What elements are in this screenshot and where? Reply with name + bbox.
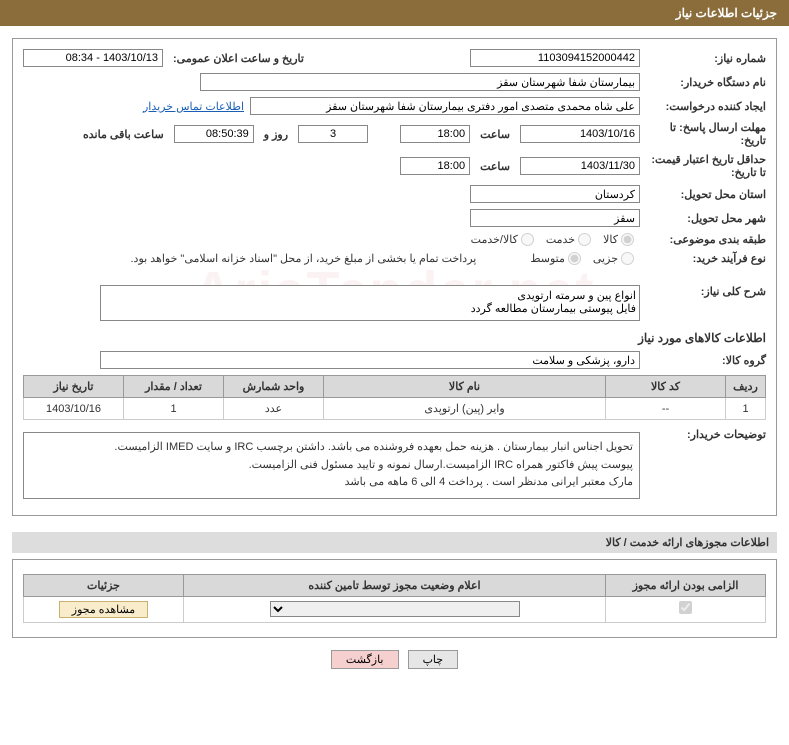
remaining-days-input [298,125,368,143]
goods-th-idx: ردیف [726,376,766,398]
goods-group-label: گروه کالا: [646,354,766,367]
license-th-mandatory: الزامی بودن ارائه مجوز [606,574,766,596]
remaining-sep: روز و [260,128,292,141]
goods-row: 1 -- وایر (پین) ارتوپدی عدد 1 1403/10/16 [24,398,766,420]
need-number-input [470,49,640,67]
validity-time-input [400,157,470,175]
license-th-details: جزئیات [24,574,184,596]
payment-note: پرداخت تمام یا بخشی از مبلغ خرید، از محل… [131,252,477,265]
validity-label: حداقل تاریخ اعتبار قیمت: تا تاریخ: [646,153,766,179]
back-button[interactable]: بازگشت [331,650,399,669]
license-panel: الزامی بودن ارائه مجوز اعلام وضعیت مجوز … [12,559,777,638]
buyer-device-input [200,73,640,91]
goods-section-title: اطلاعات کالاهای مورد نیاز [23,331,766,345]
view-license-button[interactable]: مشاهده مجوز [59,601,148,618]
proc-partial-radio[interactable]: جزیی [593,252,634,265]
print-button[interactable]: چاپ [408,650,459,669]
buyer-contact-link[interactable]: اطلاعات تماس خریدار [143,100,244,113]
goods-th-date: تاریخ نیاز [24,376,124,398]
license-mandatory-checkbox [679,601,692,614]
process-label: نوع فرآیند خرید: [646,252,766,265]
goods-th-code: کد کالا [606,376,726,398]
cat-service-radio[interactable]: خدمت [546,233,591,246]
buyer-note-line: پیوست پیش فاکتور همراه IRC الزامیست.ارسا… [30,457,633,475]
remaining-time-input [174,125,254,143]
city-label: شهر محل تحویل: [646,212,766,225]
license-section-bar: اطلاعات مجوزهای ارائه خدمت / کالا [12,532,777,553]
goods-table: ردیف کد کالا نام کالا واحد شمارش تعداد /… [23,375,766,420]
proc-medium-radio[interactable]: متوسط [530,252,581,265]
announce-label: تاریخ و ساعت اعلان عمومی: [169,52,308,65]
buyer-device-label: نام دستگاه خریدار: [646,76,766,89]
buyer-notes-label: توضیحات خریدار: [646,428,766,441]
validity-date-input [520,157,640,175]
general-desc-label: شرح کلی نیاز: [646,285,766,298]
goods-th-name: نام کالا [324,376,606,398]
license-status-select[interactable] [270,601,520,617]
need-details-panel: شماره نیاز: تاریخ و ساعت اعلان عمومی: نا… [12,38,777,516]
buyer-note-line: مارک معتبر ایرانی مدنظر است . پرداخت 4 ا… [30,474,633,492]
license-row: مشاهده مجوز [24,596,766,622]
goods-th-unit: واحد شمارش [224,376,324,398]
remaining-suffix: ساعت باقی مانده [79,128,168,141]
requester-label: ایجاد کننده درخواست: [646,100,766,113]
response-date-input [520,125,640,143]
buyer-notes-box: تحویل اجناس انبار بیمارستان . هزینه حمل … [23,432,640,499]
announce-input [23,49,163,67]
province-input [470,185,640,203]
general-desc-textarea [100,285,640,321]
requester-input [250,97,640,115]
cat-both-radio[interactable]: کالا/خدمت [471,233,534,246]
license-table: الزامی بودن ارائه مجوز اعلام وضعیت مجوز … [23,574,766,623]
buyer-note-line: تحویل اجناس انبار بیمارستان . هزینه حمل … [30,439,633,457]
time-label-2: ساعت [476,160,514,173]
license-th-status: اعلام وضعیت مجوز توسط تامین کننده [184,574,606,596]
cat-goods-radio[interactable]: کالا [603,233,634,246]
province-label: استان محل تحویل: [646,188,766,201]
need-number-label: شماره نیاز: [646,52,766,65]
response-time-input [400,125,470,143]
footer-actions: چاپ بازگشت [0,650,789,669]
city-input [470,209,640,227]
page-header: جزئیات اطلاعات نیاز [0,0,789,26]
time-label-1: ساعت [476,128,514,141]
category-label: طبقه بندی موضوعی: [646,233,766,246]
goods-th-qty: تعداد / مقدار [124,376,224,398]
goods-group-input [100,351,640,369]
response-deadline-label: مهلت ارسال پاسخ: تا تاریخ: [646,121,766,147]
